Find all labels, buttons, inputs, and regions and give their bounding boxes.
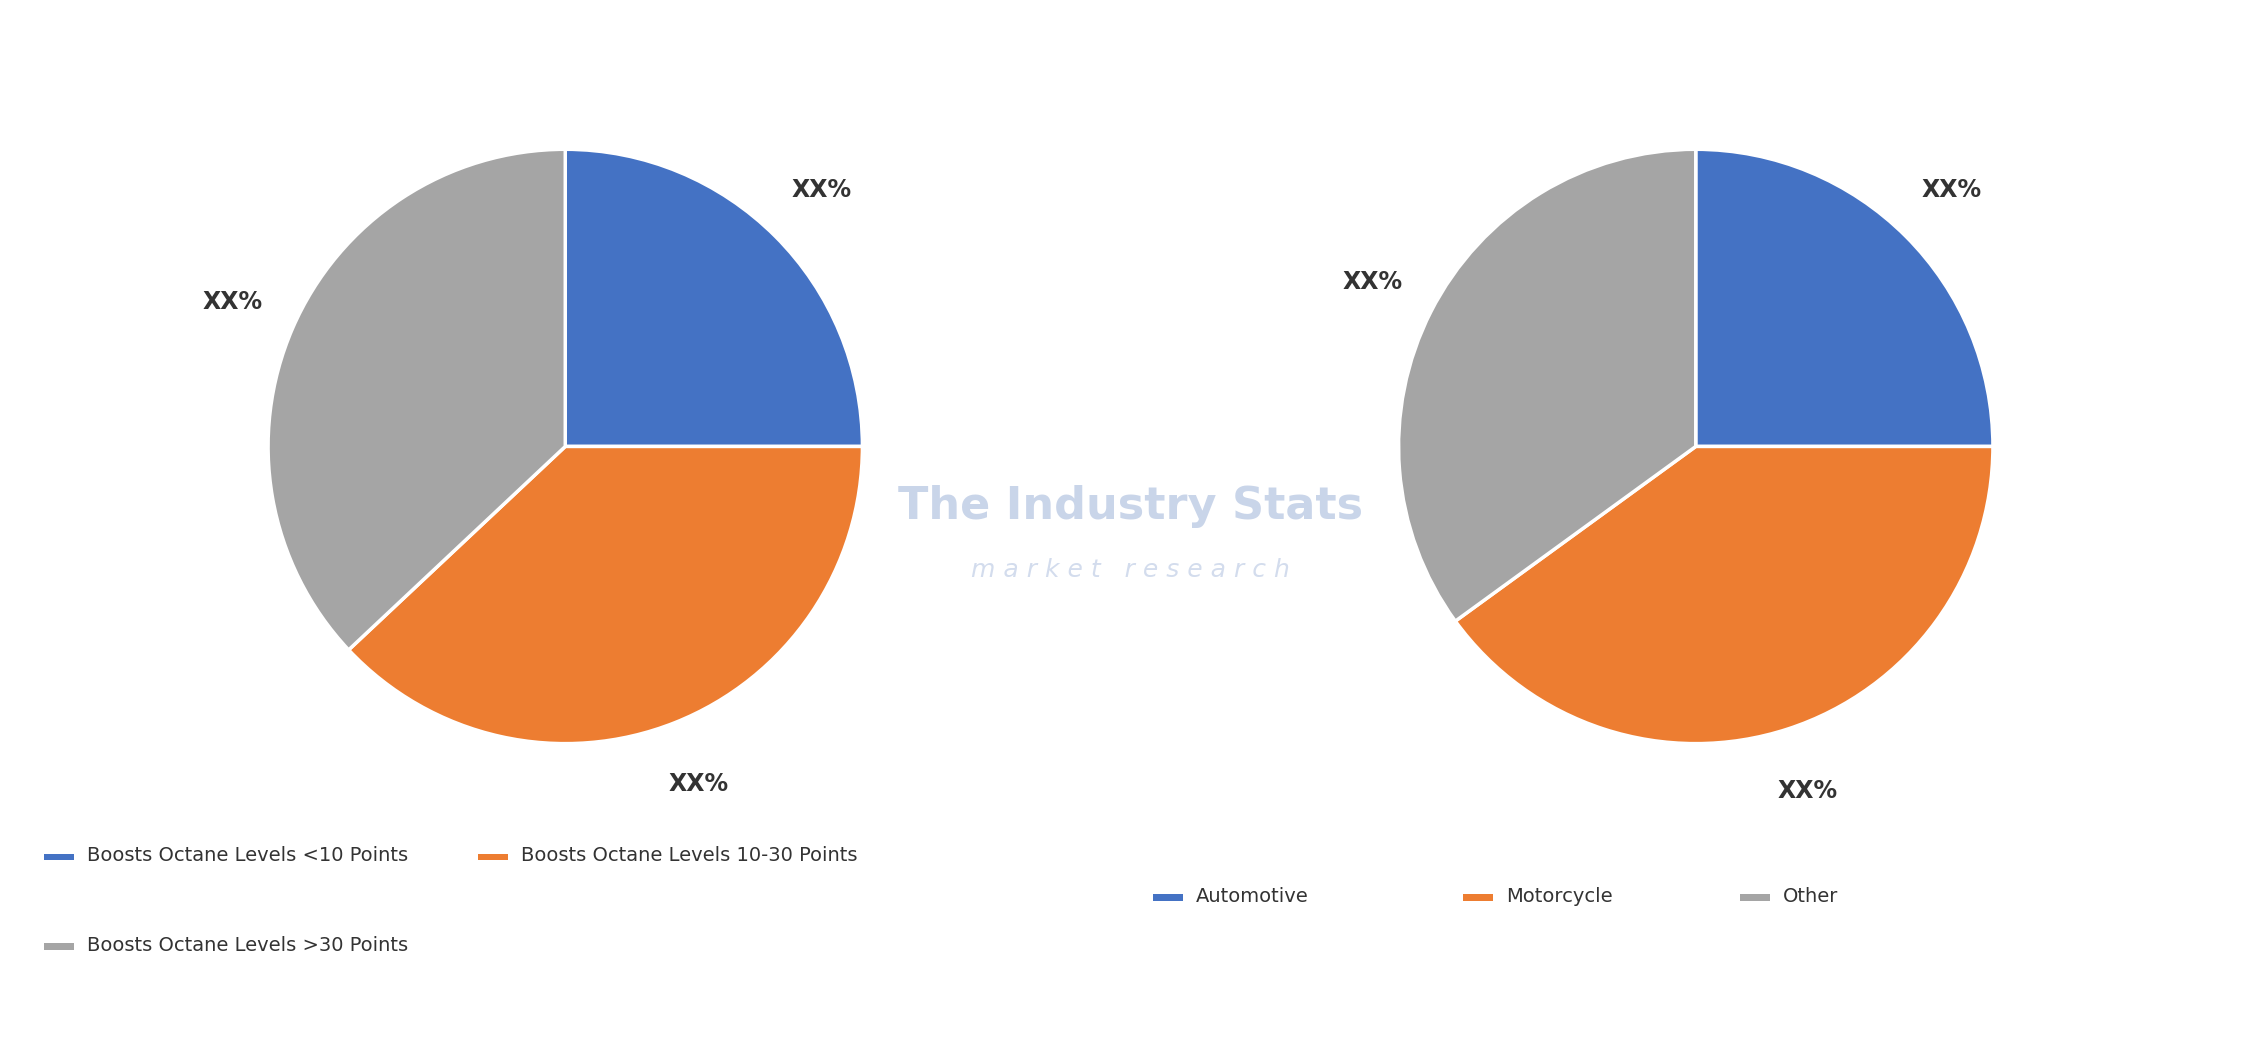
Text: Email: sales@theindustrystats.com: Email: sales@theindustrystats.com xyxy=(922,1008,1339,1029)
Text: XX%: XX% xyxy=(1777,779,1838,804)
Wedge shape xyxy=(565,149,861,447)
Text: XX%: XX% xyxy=(1343,270,1402,294)
Wedge shape xyxy=(1400,149,1696,621)
Text: Boosts Octane Levels >30 Points: Boosts Octane Levels >30 Points xyxy=(86,936,407,955)
Text: The Industry Stats: The Industry Stats xyxy=(898,486,1363,528)
Bar xyxy=(1153,894,1183,901)
Text: Other: Other xyxy=(1784,887,1838,906)
Text: XX%: XX% xyxy=(1922,178,1983,202)
Bar xyxy=(1463,894,1492,901)
Wedge shape xyxy=(1696,149,1992,447)
Bar xyxy=(45,853,75,861)
Bar xyxy=(45,943,75,949)
Text: Boosts Octane Levels 10-30 Points: Boosts Octane Levels 10-30 Points xyxy=(520,846,857,865)
Text: Automotive: Automotive xyxy=(1196,887,1309,906)
Text: Website: www.theindustrystats.com: Website: www.theindustrystats.com xyxy=(1807,1008,2234,1029)
Text: m a r k e t   r e s e a r c h: m a r k e t r e s e a r c h xyxy=(970,559,1291,582)
Wedge shape xyxy=(348,447,861,743)
Text: XX%: XX% xyxy=(669,772,728,795)
Wedge shape xyxy=(269,149,565,649)
Text: XX%: XX% xyxy=(791,178,852,202)
Text: Boosts Octane Levels <10 Points: Boosts Octane Levels <10 Points xyxy=(86,846,407,865)
Wedge shape xyxy=(1456,447,1992,743)
Text: Fig. Global Octane Booster Market Share by Product Types & Application: Fig. Global Octane Booster Market Share … xyxy=(27,26,1275,56)
Text: Source: Theindustrystats Analysis: Source: Theindustrystats Analysis xyxy=(27,1008,430,1029)
Bar xyxy=(479,853,509,861)
Bar xyxy=(1741,894,1770,901)
Text: Motorcycle: Motorcycle xyxy=(1506,887,1612,906)
Text: XX%: XX% xyxy=(203,290,262,315)
